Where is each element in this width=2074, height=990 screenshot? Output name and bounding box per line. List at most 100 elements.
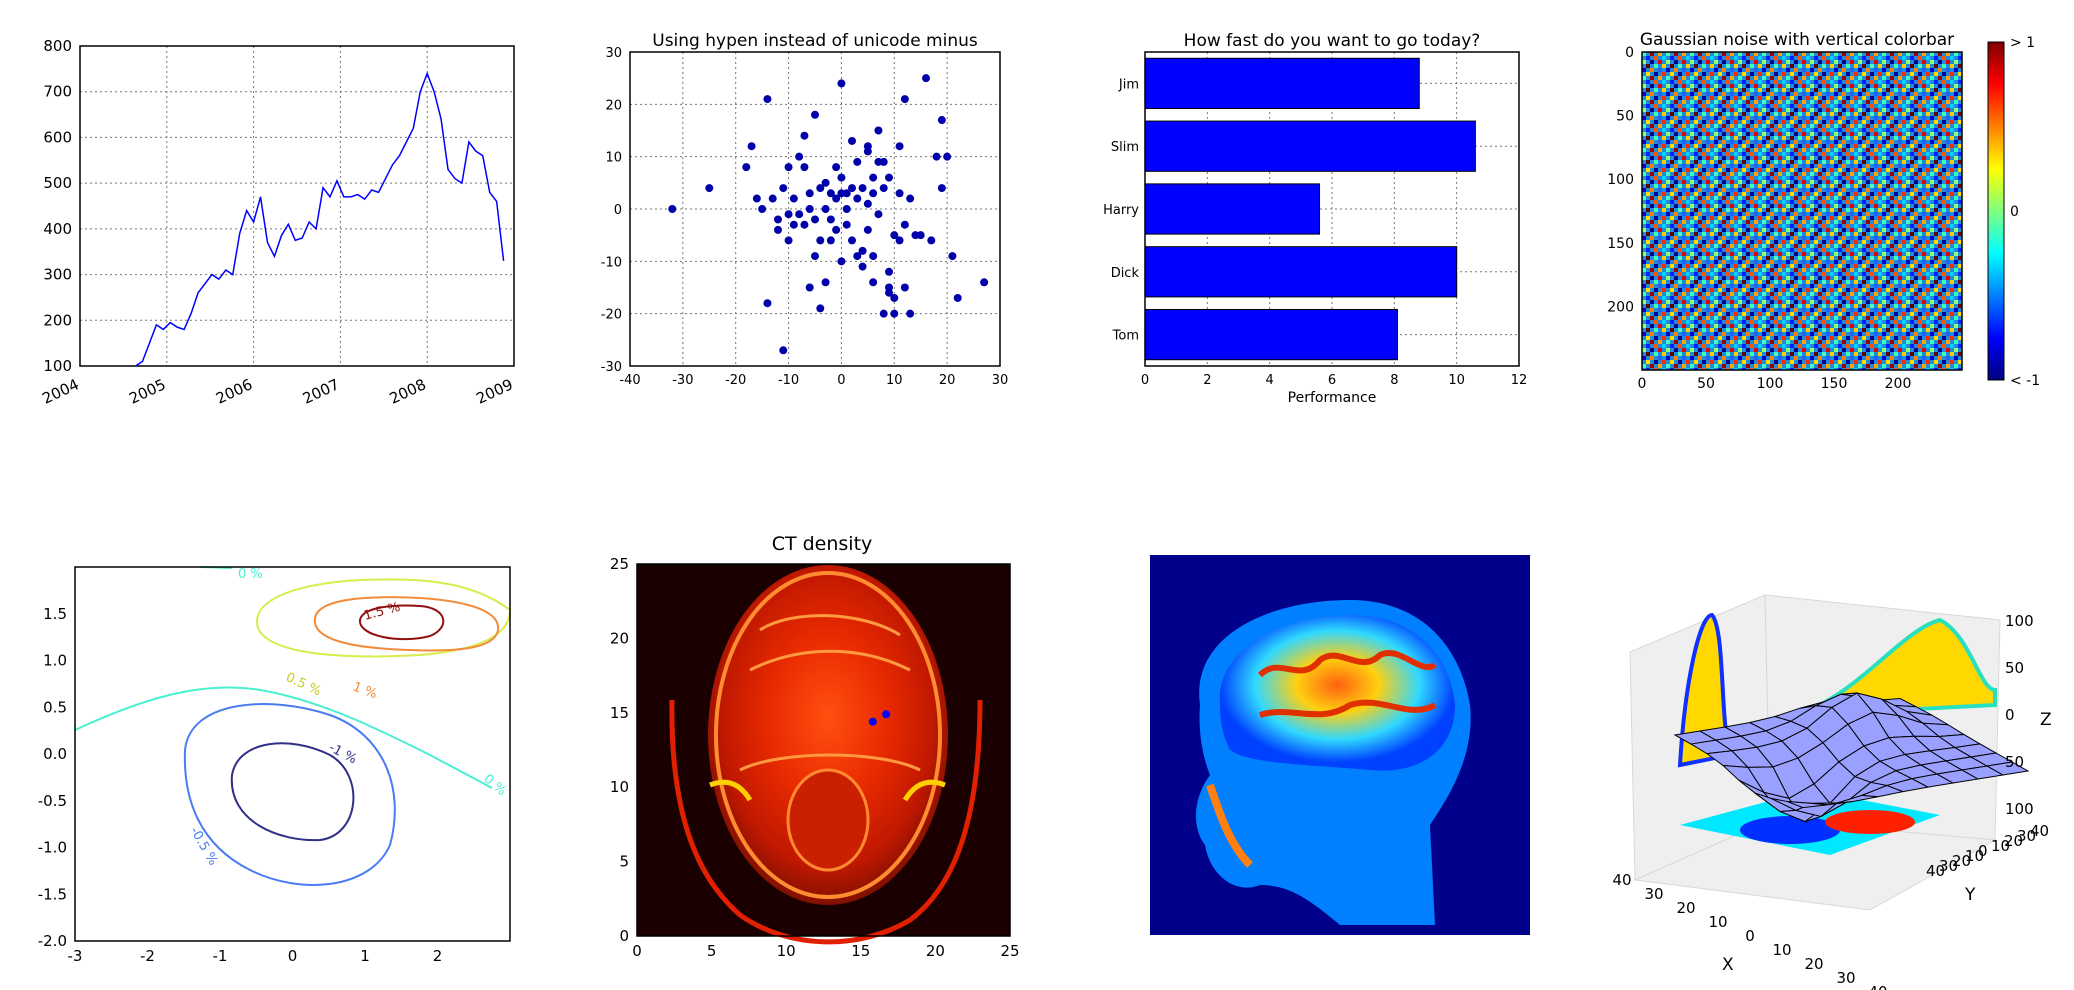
scatter-point xyxy=(763,299,772,308)
scatter-point xyxy=(668,205,677,213)
scatter-point xyxy=(784,236,793,245)
contour-y-tick: 0.0 xyxy=(43,745,67,763)
contour-y-tick: 0.5 xyxy=(43,698,67,716)
scatter-point xyxy=(789,194,798,203)
scatter-point xyxy=(763,95,772,104)
line-y-tick: 600 xyxy=(43,128,72,146)
3d-y-tick: 0 xyxy=(1978,842,1988,860)
3d-zlabel: Z xyxy=(2040,710,2052,730)
3d-x-tick: 10 xyxy=(1772,941,1791,959)
line-y-tick: 300 xyxy=(43,266,72,284)
scatter-point xyxy=(948,252,957,261)
scatter-point xyxy=(879,184,888,193)
line-x-tick: 2008 xyxy=(387,375,429,407)
scatter-point xyxy=(874,126,883,135)
3d-x-tick: 20 xyxy=(1804,955,1823,973)
scatter-point xyxy=(869,189,878,198)
scatter-point xyxy=(895,236,904,245)
line-y-tick: 800 xyxy=(43,37,72,55)
scatter-x-tick: -10 xyxy=(778,373,799,388)
scatter-point xyxy=(858,246,867,255)
scatter-point xyxy=(811,110,819,119)
heatmap-x-tick: 100 xyxy=(1757,376,1784,392)
line-x-tick: 2007 xyxy=(300,375,342,407)
bar-category-label: Slim xyxy=(1111,140,1139,155)
ct-skull xyxy=(708,565,948,905)
contour-chart: -3 -2 -1 0 1 2 -2.0 -1.5 -1.0 -0.5 0.0 0.5 1.0 1.5 -1… xyxy=(38,566,512,965)
bar-slim xyxy=(1144,120,1476,172)
ct-y-tick: 5 xyxy=(619,853,629,871)
scatter-point xyxy=(811,252,819,261)
ct-x-tick: 0 xyxy=(632,942,642,960)
scatter-point xyxy=(869,173,878,182)
line-chart-frame xyxy=(79,45,515,367)
line-y-tick: 700 xyxy=(43,83,72,101)
scatter-point xyxy=(805,283,814,292)
scatter-x-tick: -20 xyxy=(725,373,746,388)
heatmap-chart: Gaussian noise with vertical colorbar 0 5… xyxy=(1607,30,2040,392)
scatter-point xyxy=(821,278,830,287)
3d-y-tick: 30 xyxy=(2017,827,2036,845)
mri-image xyxy=(1150,555,1530,935)
scatter-point xyxy=(937,116,946,125)
scatter-point xyxy=(837,257,846,266)
scatter-point xyxy=(800,220,809,229)
colorbar xyxy=(1987,41,2005,381)
scatter-point xyxy=(863,147,872,156)
bar-x-tick: 10 xyxy=(1448,373,1465,388)
heatmap-y-tick: 50 xyxy=(1616,109,1634,125)
ct-x-tick: 25 xyxy=(1000,942,1019,960)
scatter-point xyxy=(826,236,835,245)
3d-x-tick: 20 xyxy=(1676,899,1695,917)
scatter-point xyxy=(900,220,909,229)
scatter-x-tick: 0 xyxy=(837,373,845,388)
scatter-point xyxy=(863,199,872,208)
scatter-point xyxy=(800,131,809,140)
3d-y-tick: 30 xyxy=(1939,857,1958,875)
mri-face xyxy=(1206,783,1253,868)
3d-xlabel: X xyxy=(1722,955,1734,975)
scatter-x-tick: 10 xyxy=(886,373,903,388)
line-y-tick: 100 xyxy=(43,357,72,375)
scatter-point xyxy=(747,142,756,151)
contour-y-tick: -1.0 xyxy=(38,839,67,857)
line-x-tick: 2006 xyxy=(213,375,255,407)
scatter-y-tick: -20 xyxy=(601,308,622,323)
heatmap-y-tick: 0 xyxy=(1625,45,1634,61)
bar-frame xyxy=(1144,51,1520,367)
scatter-point xyxy=(895,142,904,151)
ct-frame xyxy=(636,563,1011,937)
3d-x-tick: 0 xyxy=(1745,927,1755,945)
scatter-point xyxy=(848,136,856,145)
bar-x-tick: 12 xyxy=(1511,373,1528,388)
heatmap-image xyxy=(1641,51,1963,371)
contour-x-tick: 0 xyxy=(288,947,298,965)
scatter-point xyxy=(800,163,809,172)
scatter-point xyxy=(768,194,777,203)
contour-y-tick: -1.5 xyxy=(38,885,67,903)
scatter-point xyxy=(885,173,893,182)
scatter-point xyxy=(890,293,899,302)
scatter-point xyxy=(784,163,793,172)
scatter-point xyxy=(900,95,909,104)
contour-y-tick: 1.0 xyxy=(43,652,67,670)
3d-y-tick: 40 xyxy=(2030,822,2049,840)
contour-frame xyxy=(74,566,511,942)
colorbar-tick-top: > 1 xyxy=(2010,35,2035,51)
line-chart: 2004 2005 2006 2007 2008 2009 100 200 300 400 500 6… xyxy=(39,37,515,408)
3d-x-tick: 40 xyxy=(1868,983,1887,990)
scatter-point xyxy=(853,157,862,166)
scatter-point xyxy=(848,184,856,193)
ct-y-tick: 0 xyxy=(619,927,629,945)
3d-z-tick: 100 xyxy=(2005,612,2034,630)
bar-chart: How fast do you want to go today? 0 2 4 6 8 1… xyxy=(1103,31,1528,406)
scatter-y-tick: -10 xyxy=(601,255,622,270)
contour-label-1: 1 % xyxy=(351,680,379,703)
bar-category-label: Harry xyxy=(1103,203,1139,218)
scatter-point xyxy=(805,189,814,198)
contour-label-neg1: -1 % xyxy=(326,740,359,767)
3d-ylabel: Y xyxy=(1964,885,1976,905)
heatmap-x-tick: 150 xyxy=(1821,376,1848,392)
contour-neg1 xyxy=(230,742,355,842)
3d-y-tick: 20 xyxy=(2004,832,2023,850)
